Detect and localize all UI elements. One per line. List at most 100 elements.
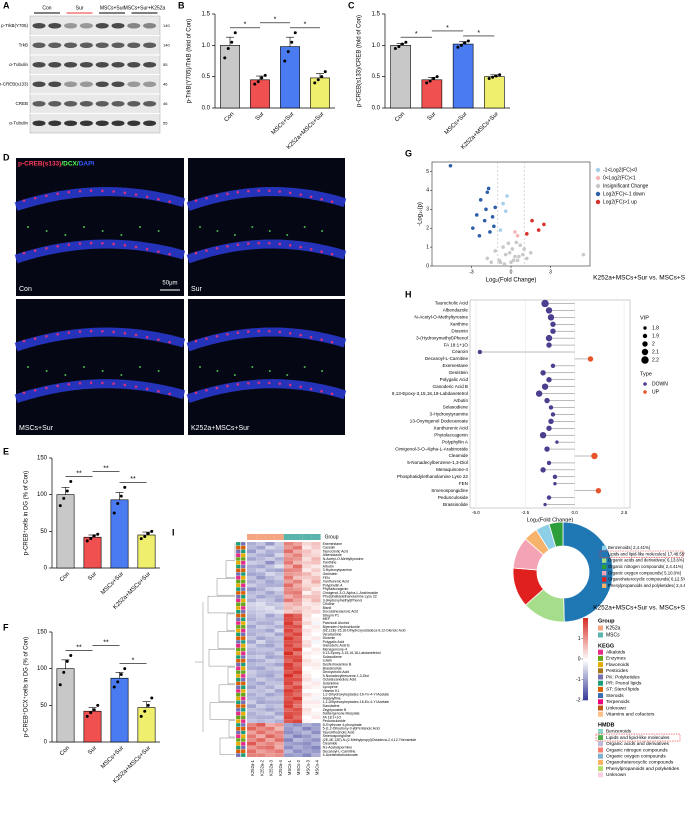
blot-band xyxy=(64,22,78,29)
data-point xyxy=(404,40,408,44)
heatmap-cell xyxy=(247,753,257,757)
colorbar-step xyxy=(583,618,588,621)
colorbar-step xyxy=(583,687,588,691)
heatmap-cell xyxy=(274,685,284,690)
heatmap-cell xyxy=(256,753,266,757)
heatmap-cell xyxy=(247,692,257,697)
row-annotation xyxy=(240,572,246,577)
heatmap-cell xyxy=(283,670,293,675)
dendrogram xyxy=(209,702,235,720)
colorbar-label: -1 xyxy=(576,677,581,683)
heatmap-cell xyxy=(247,624,257,629)
row-annotation xyxy=(235,553,241,558)
row-annotation xyxy=(240,662,246,667)
heatmap-cell xyxy=(256,738,266,742)
heatmap-cell xyxy=(265,707,275,712)
heatmap-cell xyxy=(311,591,321,595)
legend-label: Pesticides xyxy=(606,668,628,674)
heatmap-cell xyxy=(302,545,312,550)
row-annotation xyxy=(235,647,241,652)
data-point xyxy=(313,81,317,85)
legend-swatch xyxy=(643,390,647,394)
creb-signal xyxy=(78,381,82,385)
creb-signal xyxy=(194,251,198,255)
y-tick-label: 0.5 xyxy=(202,74,211,80)
creb-signal xyxy=(78,242,82,245)
heatmap-cell xyxy=(283,613,293,618)
creb-signal xyxy=(112,190,115,193)
row-annotation xyxy=(240,673,246,678)
blot-band xyxy=(143,42,157,49)
row-annotation xyxy=(240,587,246,592)
heatmap-cell xyxy=(256,553,266,558)
heatmap-cell xyxy=(265,617,275,622)
y-tick-label: Pedunculoside xyxy=(438,495,469,500)
heatmap-cell xyxy=(247,617,257,622)
heatmap-cell xyxy=(256,602,266,607)
colorbar-step xyxy=(583,683,588,686)
heatmap-cell xyxy=(274,583,284,588)
creb-signal xyxy=(267,381,271,385)
blot-band xyxy=(127,81,141,88)
creb-signal xyxy=(236,243,240,246)
data-point xyxy=(89,711,93,715)
heatmap-cell xyxy=(265,651,275,656)
data-point xyxy=(286,50,290,54)
creb-signal xyxy=(45,334,48,338)
data-point xyxy=(466,39,470,43)
heatmap-cell xyxy=(302,707,312,712)
dcx-signal xyxy=(157,230,160,232)
y-tick-label: FEN xyxy=(459,481,468,486)
dcx-signal xyxy=(251,366,254,368)
row-label: Cleamide xyxy=(323,742,338,746)
heatmap-cell xyxy=(302,666,312,671)
group-bar xyxy=(247,534,257,540)
creb-signal xyxy=(215,334,219,338)
heatmap-cell xyxy=(247,613,257,618)
heatmap-cell xyxy=(283,738,293,742)
creb-signal xyxy=(22,251,26,255)
heatmap-cell xyxy=(302,557,312,561)
colorbar-label: 0 xyxy=(578,656,581,662)
heatmap-cell xyxy=(293,741,303,746)
heatmap-cell xyxy=(293,692,303,697)
heatmap-cell xyxy=(311,677,321,682)
dcx-signal xyxy=(321,370,324,372)
creb-signal xyxy=(168,392,171,396)
x-tick-label: 2.5 xyxy=(621,510,628,515)
creb-signal xyxy=(226,332,229,336)
row-annotation xyxy=(235,572,241,577)
legend-label: 2.2 xyxy=(652,357,659,363)
heatmap-cell xyxy=(293,726,303,731)
heatmap-cell xyxy=(311,594,321,599)
creb-signal xyxy=(236,331,240,334)
heatmap-cell xyxy=(283,624,293,629)
heatmap-cell xyxy=(247,549,257,554)
row-annotation xyxy=(235,568,241,573)
heatmap-cell xyxy=(256,647,266,652)
point xyxy=(540,370,546,376)
blot-band xyxy=(79,81,93,88)
row-annotation xyxy=(240,700,246,705)
colorbar-step xyxy=(583,675,588,678)
heatmap-cell xyxy=(265,655,275,659)
heatmap-cell xyxy=(293,613,303,618)
y-tick-label: Cimigenol-3-O-Alpha-L-Arabinoside xyxy=(395,446,468,451)
heatmap-cell xyxy=(311,670,321,675)
heatmap-cell xyxy=(265,674,275,678)
heatmap-cell xyxy=(311,658,321,663)
heatmap-cell xyxy=(283,606,293,610)
point xyxy=(546,377,552,383)
dendrogram xyxy=(208,649,235,667)
heatmap-cell xyxy=(274,557,284,561)
row-annotation xyxy=(240,624,246,629)
heatmap-cell xyxy=(283,640,293,644)
blot-band xyxy=(79,100,93,107)
row-annotation xyxy=(240,704,246,709)
blot-band xyxy=(32,42,46,49)
stain-label: p-CREB(s133) xyxy=(18,161,61,168)
heatmap-cell xyxy=(265,700,275,705)
bar xyxy=(280,46,300,109)
row-annotation xyxy=(235,730,241,735)
heatmap-cell xyxy=(274,568,284,573)
